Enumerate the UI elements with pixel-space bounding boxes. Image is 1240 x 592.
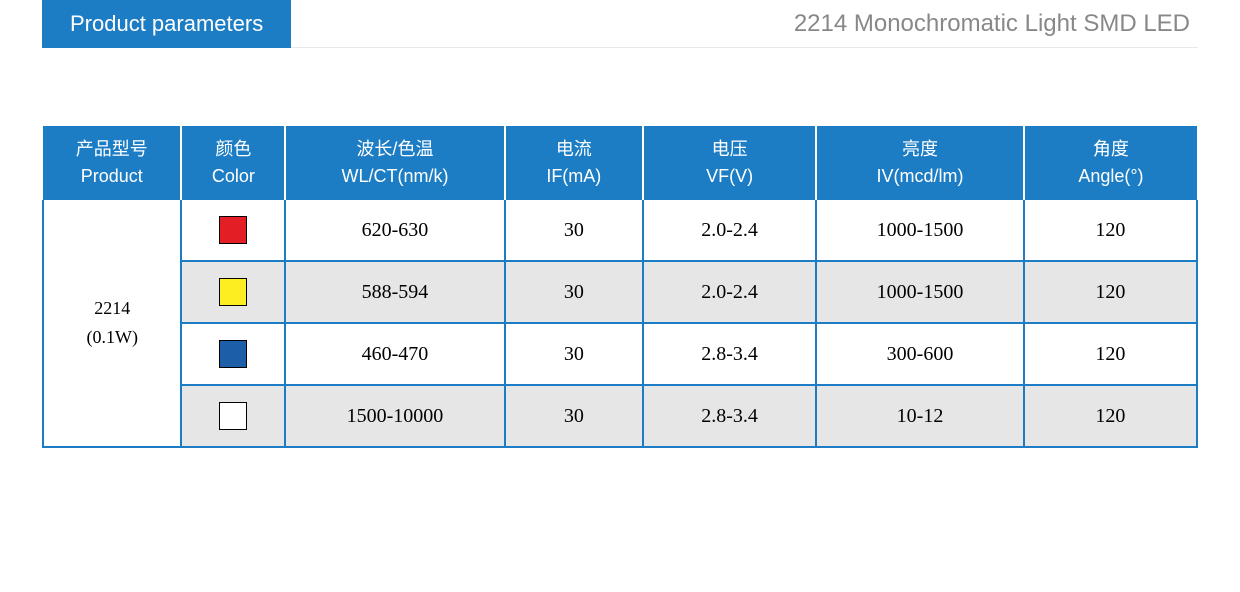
color-swatch-yellow	[219, 278, 247, 306]
voltage-cell: 2.0-2.4	[643, 261, 816, 323]
col-header-line2: IV(mcd/lm)	[877, 166, 964, 186]
parameters-table: 产品型号 Product 颜色 Color 波长/色温 WL/CT(nm/k) …	[42, 126, 1198, 448]
color-swatch-red	[219, 216, 247, 244]
col-header-line1: 电流	[556, 139, 592, 159]
col-header-line1: 亮度	[902, 139, 938, 159]
voltage-cell: 2.8-3.4	[643, 385, 816, 447]
col-header-line2: Color	[212, 166, 255, 186]
brightness-cell: 1000-1500	[816, 261, 1024, 323]
color-cell	[181, 385, 285, 447]
col-header-line1: 颜色	[215, 139, 251, 159]
current-cell: 30	[505, 200, 643, 261]
col-header-line1: 角度	[1093, 139, 1129, 159]
current-cell: 30	[505, 323, 643, 385]
table-body: 2214 (0.1W) 620-630 30 2.0-2.4 1000-1500…	[43, 200, 1197, 447]
col-header-line1: 波长/色温	[356, 139, 433, 159]
parameters-table-wrap: 产品型号 Product 颜色 Color 波长/色温 WL/CT(nm/k) …	[42, 126, 1198, 448]
voltage-cell: 2.0-2.4	[643, 200, 816, 261]
angle-cell: 120	[1024, 200, 1197, 261]
voltage-cell: 2.8-3.4	[643, 323, 816, 385]
angle-cell: 120	[1024, 385, 1197, 447]
col-header-product: 产品型号 Product	[43, 126, 181, 200]
brightness-cell: 1000-1500	[816, 200, 1024, 261]
wavelength-cell: 620-630	[285, 200, 504, 261]
product-name: 2214	[94, 298, 130, 318]
col-header-line1: 电压	[712, 139, 748, 159]
product-cell: 2214 (0.1W)	[43, 200, 181, 447]
table-row: 588-594 30 2.0-2.4 1000-1500 120	[43, 261, 1197, 323]
col-header-line1: 产品型号	[76, 139, 148, 159]
color-swatch-blue	[219, 340, 247, 368]
col-header-current: 电流 IF(mA)	[505, 126, 643, 200]
color-swatch-white	[219, 402, 247, 430]
col-header-line2: IF(mA)	[546, 166, 601, 186]
header-bar: Product parameters 2214 Monochromatic Li…	[42, 0, 1198, 48]
table-row: 1500-10000 30 2.8-3.4 10-12 120	[43, 385, 1197, 447]
angle-cell: 120	[1024, 261, 1197, 323]
product-power: (0.1W)	[86, 327, 137, 347]
table-row: 2214 (0.1W) 620-630 30 2.0-2.4 1000-1500…	[43, 200, 1197, 261]
col-header-line2: Angle(°)	[1078, 166, 1143, 186]
table-row: 460-470 30 2.8-3.4 300-600 120	[43, 323, 1197, 385]
wavelength-cell: 460-470	[285, 323, 504, 385]
table-header-row: 产品型号 Product 颜色 Color 波长/色温 WL/CT(nm/k) …	[43, 126, 1197, 200]
wavelength-cell: 588-594	[285, 261, 504, 323]
col-header-angle: 角度 Angle(°)	[1024, 126, 1197, 200]
header-tab: Product parameters	[42, 0, 291, 48]
header-tab-label: Product parameters	[70, 11, 263, 37]
col-header-color: 颜色 Color	[181, 126, 285, 200]
color-cell	[181, 323, 285, 385]
col-header-line2: VF(V)	[706, 166, 753, 186]
current-cell: 30	[505, 261, 643, 323]
angle-cell: 120	[1024, 323, 1197, 385]
color-cell	[181, 261, 285, 323]
col-header-line2: Product	[81, 166, 143, 186]
header-subtitle: 2214 Monochromatic Light SMD LED	[794, 10, 1198, 38]
col-header-line2: WL/CT(nm/k)	[341, 166, 448, 186]
wavelength-cell: 1500-10000	[285, 385, 504, 447]
col-header-wavelength: 波长/色温 WL/CT(nm/k)	[285, 126, 504, 200]
brightness-cell: 300-600	[816, 323, 1024, 385]
col-header-voltage: 电压 VF(V)	[643, 126, 816, 200]
current-cell: 30	[505, 385, 643, 447]
color-cell	[181, 200, 285, 261]
col-header-brightness: 亮度 IV(mcd/lm)	[816, 126, 1024, 200]
brightness-cell: 10-12	[816, 385, 1024, 447]
